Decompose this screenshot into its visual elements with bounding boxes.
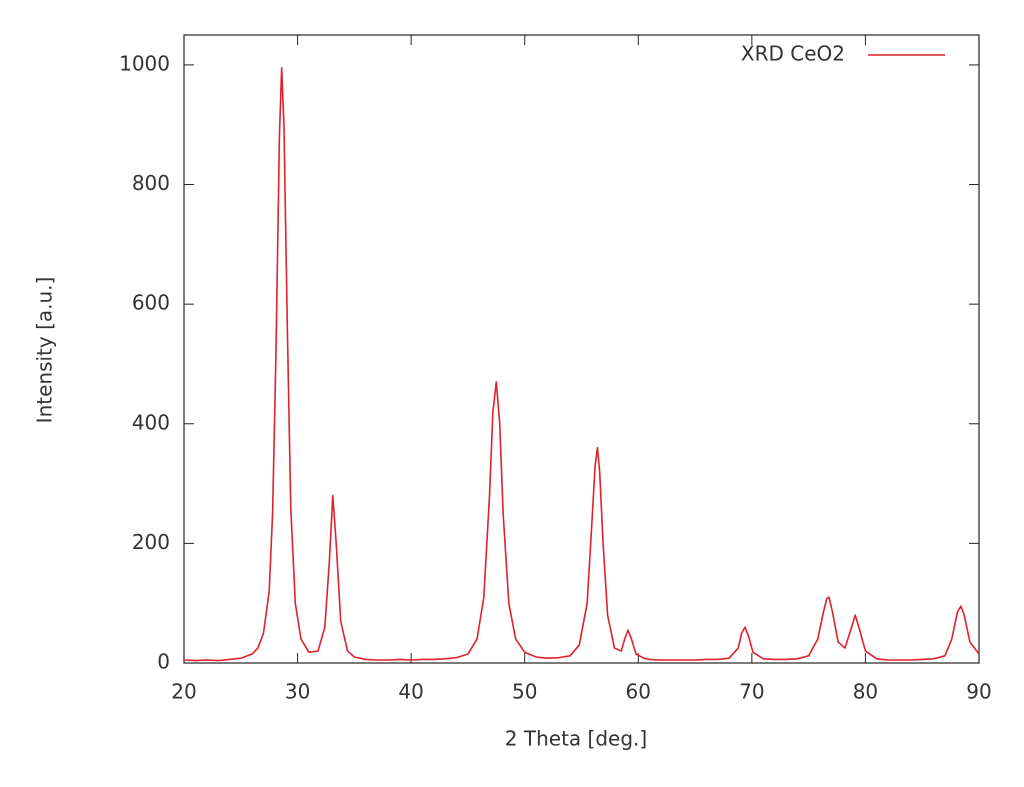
y-tick-label: 1000 xyxy=(119,51,170,75)
plot-frame xyxy=(183,34,980,664)
y-tick-label: 0 xyxy=(157,650,170,674)
legend-label: XRD CeO2 xyxy=(741,42,845,66)
x-axis-label: 2 Theta [deg.] xyxy=(505,727,647,751)
y-tick-label: 600 xyxy=(132,291,170,315)
x-tick-label: 80 xyxy=(853,680,878,704)
x-tick-label: 30 xyxy=(285,680,310,704)
data-line xyxy=(183,67,980,662)
y-axis-label: Intensity [a.u.] xyxy=(33,277,57,424)
x-tick-label: 90 xyxy=(966,680,991,704)
x-tick-label: 20 xyxy=(171,680,196,704)
y-tick-label: 400 xyxy=(132,410,170,434)
y-tick-label: 800 xyxy=(132,171,170,195)
y-tick-label: 200 xyxy=(132,530,170,554)
x-tick-label: 60 xyxy=(626,680,651,704)
x-tick-label: 70 xyxy=(739,680,764,704)
x-tick-label: 40 xyxy=(398,680,423,704)
x-tick-label: 50 xyxy=(512,680,537,704)
